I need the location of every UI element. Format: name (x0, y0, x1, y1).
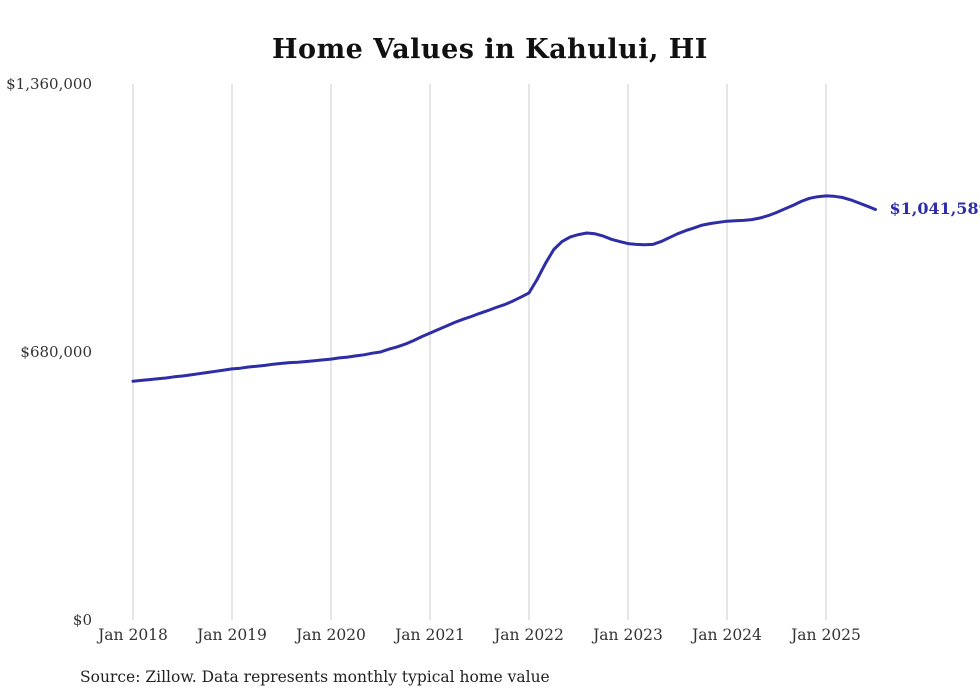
home-value-series-line (131, 194, 877, 383)
x-tick-label: Jan 2019 (197, 626, 267, 644)
x-tick-label: Jan 2022 (494, 626, 564, 644)
source-note: Source: Zillow. Data represents monthly … (80, 668, 550, 686)
x-tick-label: Jan 2021 (395, 626, 465, 644)
x-tick-label: Jan 2020 (296, 626, 366, 644)
x-tick-label: Jan 2018 (98, 626, 168, 644)
y-tick-label: $1,360,000 (6, 75, 92, 93)
x-tick-label: Jan 2023 (593, 626, 663, 644)
x-tick-label: Jan 2025 (791, 626, 861, 644)
x-tick-label: Jan 2024 (692, 626, 762, 644)
y-tick-label: $680,000 (20, 343, 92, 361)
y-tick-label: $0 (72, 611, 92, 629)
end-value-label: $1,041,589 (889, 199, 980, 219)
chart-title: Home Values in Kahului, HI (272, 34, 708, 65)
